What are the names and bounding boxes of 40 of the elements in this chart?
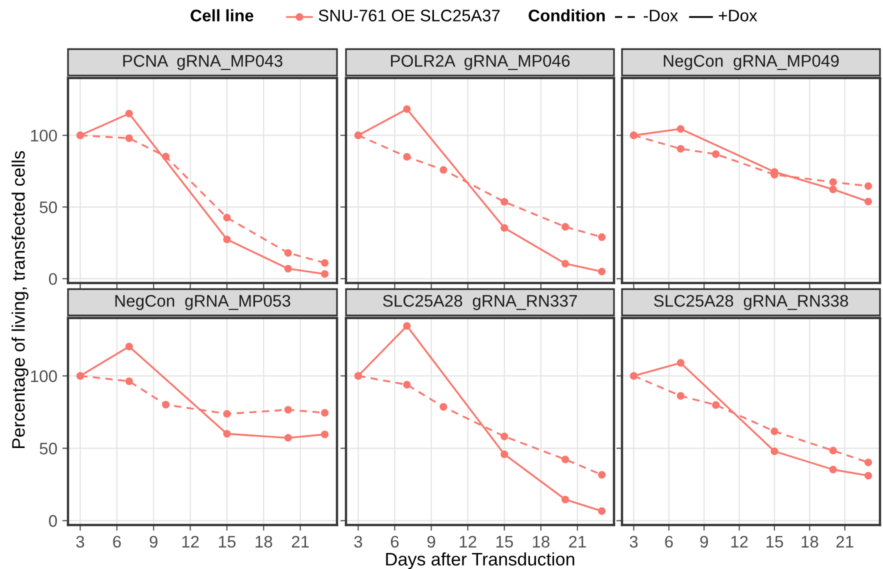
chart-title: SLC25A28 gRNA_RN337 [383,294,577,310]
x-tick-label: 6 [665,536,673,548]
legend-title: Condition [528,9,605,22]
text: SNU-761 OE SLC25A37 [318,10,500,22]
x-tick-label: 9 [427,536,436,548]
y-tick-label: 100 [31,370,57,382]
x-tick-label: 21 [836,536,854,548]
x-tick-label: 18 [802,536,818,548]
x-tick-label: 12 [460,536,476,548]
y-tick-label: 50 [40,201,57,214]
x-tick-label: 12 [182,536,199,548]
chart-title: PCNA gRNA_MP043 [123,55,282,70]
x-tick-label: 15 [766,536,784,548]
x-axis-title: Days after Transduction [386,552,574,569]
x-tick-label: 15 [496,536,513,548]
x-tick-label: 3 [76,536,84,548]
x-tick-label: 18 [532,536,550,548]
x-tick-label: 21 [569,536,586,548]
chart-title: POLR2A gRNA_MP046 [391,55,570,70]
x-tick-label: 9 [700,536,708,548]
x-tick-label: 9 [150,536,158,548]
y-tick-label: 0 [48,273,57,285]
x-tick-label: 18 [256,536,272,548]
y-tick-label: 50 [40,442,57,454]
text: Cell line [190,9,254,22]
y-axis-title: Percentage of living, transfected cells [12,151,28,448]
x-tick-label: 6 [113,536,121,548]
y-tick-label: 0 [48,515,57,527]
x-tick-label: 3 [354,536,362,548]
x-tick-label: 3 [630,536,638,548]
chart-title: SLC25A28 gRNA_RN338 [654,294,848,310]
x-tick-label: 6 [390,536,399,548]
x-tick-label: 12 [731,536,748,548]
y-tick-label: 100 [31,130,57,142]
chart-title: NegCon gRNA_MP049 [664,55,839,70]
chart-title: NegCon gRNA_MP053 [115,294,290,310]
text: -Dox [644,10,678,22]
x-tick-label: 15 [218,536,236,548]
text: +Dox [718,10,758,22]
x-tick-label: 21 [292,536,309,548]
